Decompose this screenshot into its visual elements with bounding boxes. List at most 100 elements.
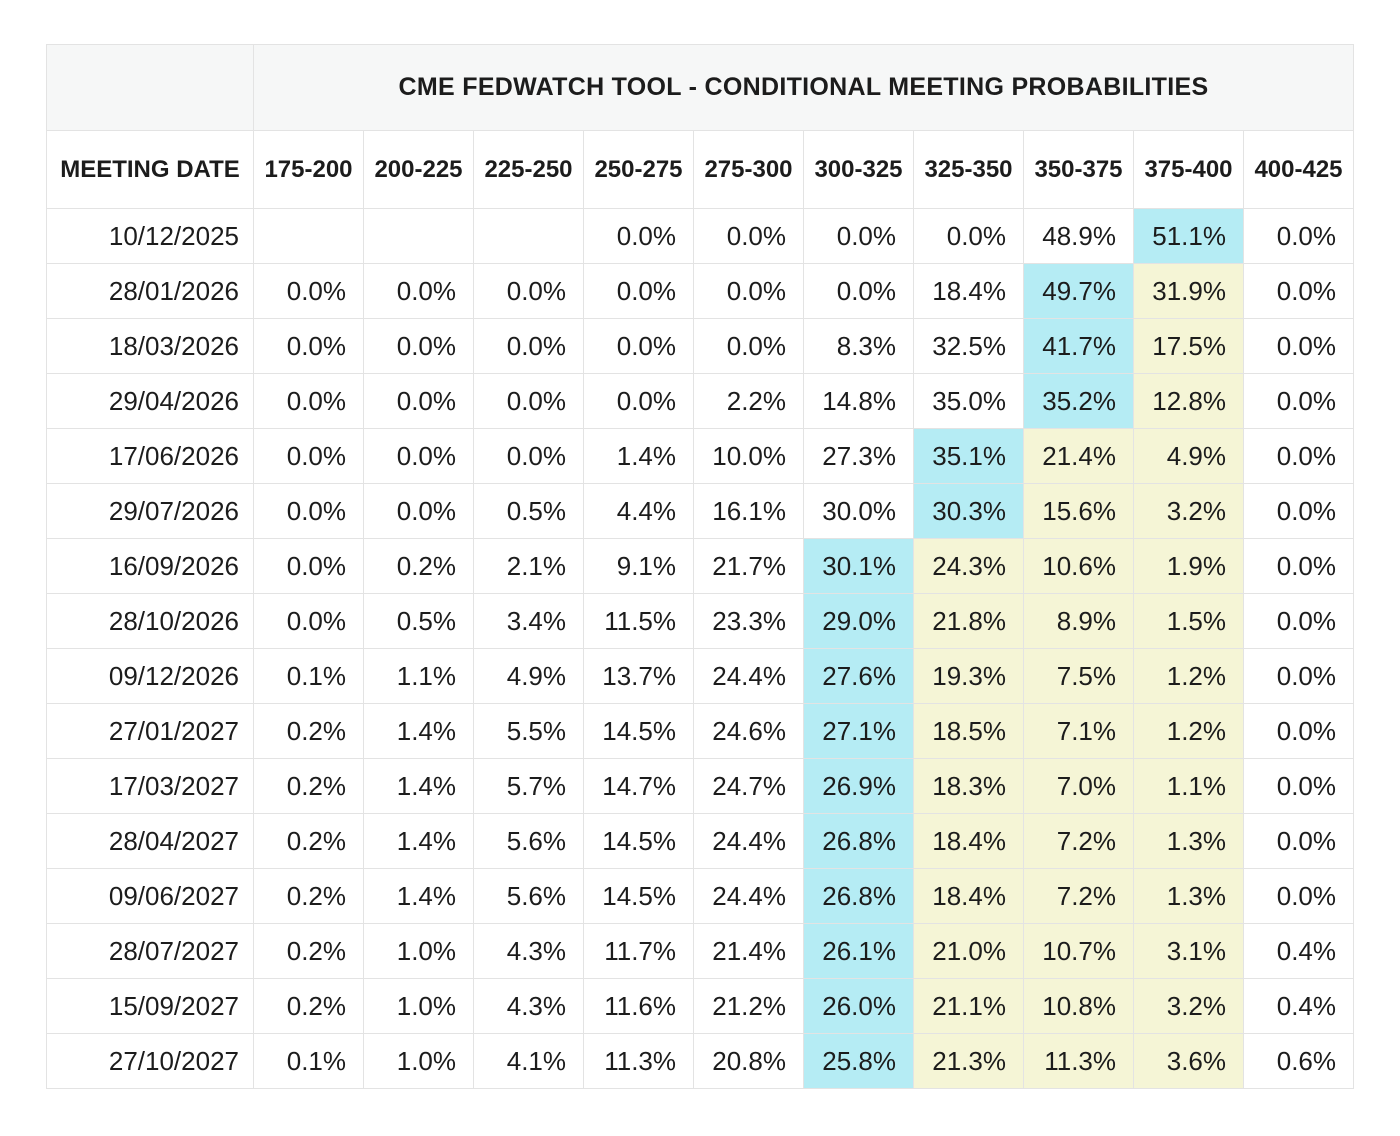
probability-cell: 0.0%: [473, 373, 584, 429]
probability-cell: 0.0%: [473, 263, 584, 319]
probability-cell: 0.0%: [473, 318, 584, 374]
corner-cell: [46, 44, 254, 131]
probability-cell-highlighted: 18.5%: [913, 703, 1024, 759]
probability-cell: 0.0%: [363, 263, 474, 319]
probability-cell: 10.0%: [693, 428, 804, 484]
probability-cell-highlighted: 3.6%: [1133, 1033, 1244, 1089]
probability-cell: 0.0%: [1243, 648, 1354, 704]
probability-cell-highlighted: 10.8%: [1023, 978, 1134, 1034]
probability-cell: 23.3%: [693, 593, 804, 649]
table-row: 29/04/2026 0.0% 0.0% 0.0% 0.0% 2.2% 14.8% 35.0%…: [46, 373, 1354, 429]
probability-cell: 5.7%: [473, 758, 584, 814]
probability-cell-highlighted: 1.3%: [1133, 868, 1244, 924]
probability-cell: 0.0%: [1243, 263, 1354, 319]
meeting-date-cell: 29/04/2026: [46, 373, 254, 429]
probability-cell: 0.2%: [253, 703, 364, 759]
probability-cell: 0.0%: [363, 483, 474, 539]
probability-cell-highlighted: 1.2%: [1133, 703, 1244, 759]
probability-cell: 14.5%: [583, 868, 694, 924]
probability-cell: 0.0%: [253, 263, 364, 319]
probability-cell: 0.0%: [803, 208, 914, 264]
probability-cell-highlighted: 3.2%: [1133, 483, 1244, 539]
column-header-rate-range: 400-425: [1243, 130, 1354, 209]
table-row: 16/09/2026 0.0% 0.2% 2.1% 9.1% 21.7% 30.1% 24.3…: [46, 538, 1354, 594]
probability-cell: 0.2%: [253, 923, 364, 979]
probability-cell: 0.4%: [1243, 978, 1354, 1034]
table-row: 15/09/2027 0.2% 1.0% 4.3% 11.6% 21.2% 26.0% 21.…: [46, 978, 1354, 1034]
meeting-date-cell: 27/10/2027: [46, 1033, 254, 1089]
probability-cell-highlighted: 21.4%: [1023, 428, 1134, 484]
probability-cell: 35.0%: [913, 373, 1024, 429]
probability-cell: 32.5%: [913, 318, 1024, 374]
probability-cell-highest: 51.1%: [1133, 208, 1244, 264]
table-row: 27/01/2027 0.2% 1.4% 5.5% 14.5% 24.6% 27.1% 18.…: [46, 703, 1354, 759]
probability-cell-highlighted: 18.4%: [913, 813, 1024, 869]
probability-cell-highlighted: 12.8%: [1133, 373, 1244, 429]
probability-cell: 14.7%: [583, 758, 694, 814]
probability-cell: 0.0%: [363, 373, 474, 429]
table-row: 27/10/2027 0.1% 1.0% 4.1% 11.3% 20.8% 25.8% 21.…: [46, 1033, 1354, 1089]
probability-cell-highlighted: 21.1%: [913, 978, 1024, 1034]
probability-cell: 0.0%: [253, 318, 364, 374]
probability-cell-highest: 29.0%: [803, 593, 914, 649]
probability-cell: 11.7%: [583, 923, 694, 979]
probability-cell: 4.1%: [473, 1033, 584, 1089]
probability-cell: 0.0%: [253, 428, 364, 484]
table-row: 17/06/2026 0.0% 0.0% 0.0% 1.4% 10.0% 27.3% 35.1…: [46, 428, 1354, 484]
probability-cell-highlighted: 7.2%: [1023, 868, 1134, 924]
probability-cell-highest: 26.8%: [803, 868, 914, 924]
table-row: 28/01/2026 0.0% 0.0% 0.0% 0.0% 0.0% 0.0% 18.4% 4…: [46, 263, 1354, 319]
probability-cell: 24.4%: [693, 813, 804, 869]
probability-cell: 0.0%: [803, 263, 914, 319]
probability-cell-highest: 27.1%: [803, 703, 914, 759]
probability-cell: 0.0%: [363, 318, 474, 374]
probability-cell: 2.2%: [693, 373, 804, 429]
probability-cell: [363, 208, 474, 264]
probability-cell: 0.4%: [1243, 923, 1354, 979]
probability-cell: 5.5%: [473, 703, 584, 759]
meeting-date-cell: 28/04/2027: [46, 813, 254, 869]
probability-cell: 14.5%: [583, 813, 694, 869]
probability-cell-highest: 35.2%: [1023, 373, 1134, 429]
probability-cell: 18.4%: [913, 263, 1024, 319]
probability-cell: 0.0%: [913, 208, 1024, 264]
probability-cell: 0.0%: [253, 593, 364, 649]
probability-cell: 21.2%: [693, 978, 804, 1034]
probability-cell-highest: 27.6%: [803, 648, 914, 704]
probability-cell: 0.1%: [253, 648, 364, 704]
probability-cell: 0.0%: [693, 263, 804, 319]
probability-cell: 0.2%: [253, 813, 364, 869]
probability-cell-highlighted: 3.2%: [1133, 978, 1244, 1034]
column-header-rate-range: 350-375: [1023, 130, 1134, 209]
probability-cell: 0.1%: [253, 1033, 364, 1089]
probability-cell: 0.0%: [1243, 538, 1354, 594]
probability-cell: 9.1%: [583, 538, 694, 594]
probability-cell: 14.5%: [583, 703, 694, 759]
probability-cell: 21.7%: [693, 538, 804, 594]
probability-cell: 0.0%: [1243, 428, 1354, 484]
probability-cell: 0.2%: [253, 868, 364, 924]
probability-cell: 1.0%: [363, 923, 474, 979]
probability-cell-highest: 26.8%: [803, 813, 914, 869]
probability-cell: 1.4%: [583, 428, 694, 484]
column-header-rate-range: 375-400: [1133, 130, 1244, 209]
column-header-rate-range: 300-325: [803, 130, 914, 209]
probability-cell-highlighted: 1.9%: [1133, 538, 1244, 594]
probability-cell: 4.3%: [473, 978, 584, 1034]
probability-cell: 0.0%: [1243, 593, 1354, 649]
probability-cell: 16.1%: [693, 483, 804, 539]
meeting-date-cell: 28/01/2026: [46, 263, 254, 319]
probability-cell-highlighted: 1.5%: [1133, 593, 1244, 649]
meeting-date-cell: 10/12/2025: [46, 208, 254, 264]
probability-cell: 0.5%: [363, 593, 474, 649]
meeting-date-cell: 18/03/2026: [46, 318, 254, 374]
probability-cell-highlighted: 4.9%: [1133, 428, 1244, 484]
probability-cell: 0.0%: [583, 318, 694, 374]
probability-cell: 1.4%: [363, 703, 474, 759]
meeting-date-cell: 27/01/2027: [46, 703, 254, 759]
probability-cell: 0.0%: [583, 208, 694, 264]
probability-cell: 0.6%: [1243, 1033, 1354, 1089]
probability-cell: 11.3%: [583, 1033, 694, 1089]
probability-cell-highlighted: 21.0%: [913, 923, 1024, 979]
probability-cell: 1.0%: [363, 978, 474, 1034]
